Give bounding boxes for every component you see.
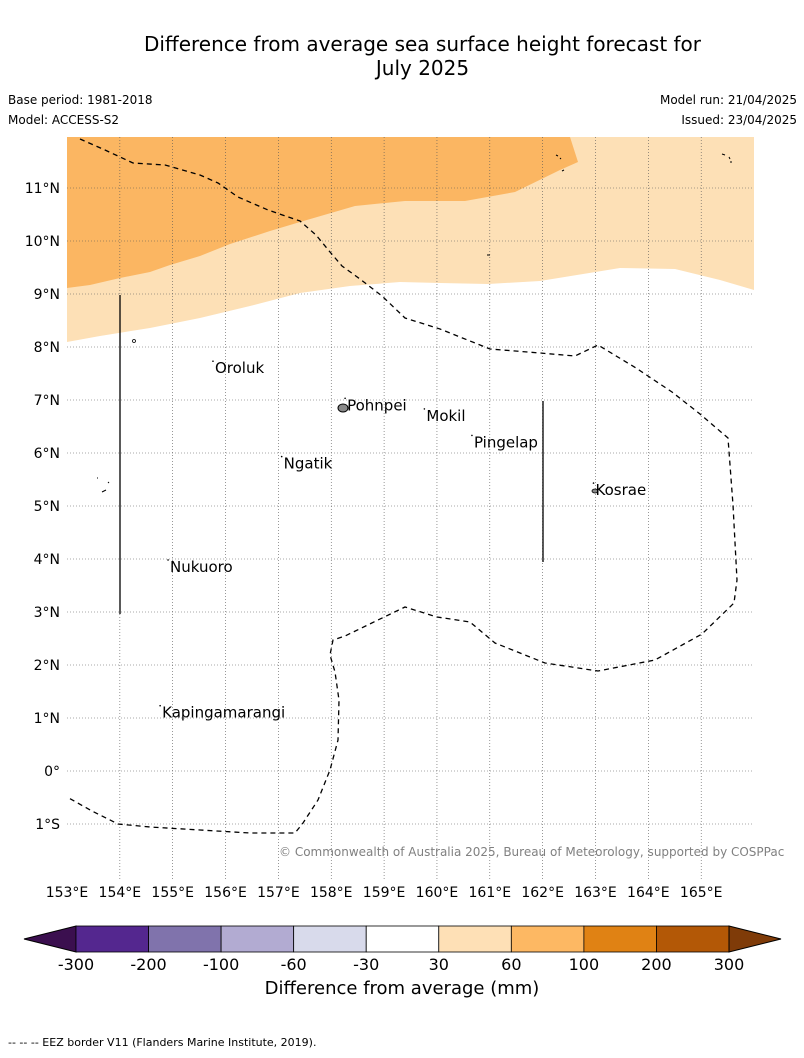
pohnpei-island [337,403,349,413]
place-label: Kapingamarangi [162,704,285,722]
colorbar-segment [583,925,657,953]
latitude-tick-label: 1°N [34,711,60,727]
eez-border [66,138,738,834]
atoll-marker [132,339,136,343]
place-marker [344,397,346,400]
colorbar-segment [220,925,295,953]
eez-footnote: -- -- -- EEZ border V11 (Flanders Marine… [8,1036,317,1049]
place-marker [423,408,426,410]
place-label: Nukuoro [170,558,233,576]
title-line-1: Difference from average sea surface heig… [143,32,702,56]
place-label: Pingelap [474,433,538,451]
longitude-tick-label: 153°E [46,885,89,901]
colorbar-segment [148,925,222,953]
colorbar-segment [510,925,585,953]
colorbar-tick-label: -200 [130,955,167,974]
map-area: Oroluk Pohnpei Mokil Pingelap Ngatik Kosrae Nu… [66,137,754,879]
latitude-axis: 1°S 0° 1°N 2°N 3°N 4°N 5°N 6°N 7°N 8°N 9°N 10°N 11°N [25,181,60,833]
latitude-tick-label: 2°N [34,658,60,674]
latitude-tick-label: 7°N [34,393,60,409]
longitude-tick-label: 158°E [310,885,353,901]
longitude-tick-label: 159°E [363,885,406,901]
connector-lines [119,295,544,614]
colorbar-extend-low [23,925,77,953]
latitude-tick-label: 5°N [34,499,60,515]
latitude-tick-label: 0° [44,764,60,780]
land-features [97,153,732,494]
atoll-marker [487,153,732,256]
place-label: Mokil [426,407,465,425]
longitude-tick-label: 157°E [257,885,300,901]
place-marker [167,559,169,561]
kosrae-island [591,488,599,494]
colorbar-segment [656,925,730,953]
longitude-tick-label: 154°E [99,885,142,901]
longitude-tick-label: 165°E [680,885,723,901]
longitude-axis: 153°E 154°E 155°E 156°E 157°E 158°E 159°E 160°E… [46,885,723,901]
grid-lines [67,137,754,879]
place-label: Kosrae [596,481,647,499]
colorbar-segment [75,925,149,953]
colorbar-tick-label: -30 [353,955,380,974]
place-marker [159,704,161,707]
colorbar [23,925,782,953]
issued-date: Issued: 23/04/2025 [681,113,797,127]
colorbar-tick-label: 300 [713,955,745,974]
longitude-tick-label: 156°E [204,885,247,901]
copyright-notice: © Commonwealth of Australia 2025, Bureau… [279,845,785,859]
place-labels: Oroluk Pohnpei Mokil Pingelap Ngatik Kosrae Nu… [159,359,646,722]
place-label: Oroluk [215,359,264,377]
longitude-tick-label: 162°E [521,885,564,901]
colorbar-extend-high [728,925,782,953]
place-marker [471,434,473,437]
longitude-tick-label: 160°E [416,885,459,901]
atoll-marker [97,477,110,493]
longitude-tick-label: 164°E [627,885,670,901]
latitude-tick-label: 3°N [34,605,60,621]
latitude-tick-label: 10°N [25,234,60,250]
place-marker [212,360,214,363]
longitude-tick-label: 163°E [574,885,617,901]
colorbar-tick-label: 100 [568,955,600,974]
colorbar-segment [438,925,512,953]
base-period: Base period: 1981-2018 [8,93,153,107]
place-label: Ngatik [284,455,333,473]
colorbar-tick-label: -100 [202,955,240,974]
anomaly-band-60-100 [67,137,578,288]
model-name: Model: ACCESS-S2 [8,113,120,127]
model-run: Model run: 21/04/2025 [659,93,797,107]
colorbar-tick-label: 60 [501,955,522,974]
title-line-2: July 2025 [375,56,470,80]
latitude-tick-label: 11°N [25,181,60,197]
colorbar-tick-label: 200 [641,955,672,974]
place-marker [280,455,283,458]
colorbar-tick-label: -60 [280,955,307,974]
longitude-tick-label: 161°E [469,885,512,901]
colorbar-segment [293,925,367,953]
place-marker [592,482,595,484]
latitude-tick-label: 6°N [34,446,60,462]
latitude-tick-label: 1°S [35,817,60,833]
latitude-tick-label: 8°N [34,340,60,356]
colorbar-tick-label: -300 [57,955,95,974]
colorbar-title: Difference from average (mm) [264,978,540,999]
latitude-tick-label: 9°N [34,287,60,303]
latitude-tick-label: 4°N [34,552,60,568]
colorbar-tick-label: 30 [428,955,449,974]
longitude-tick-label: 155°E [151,885,194,901]
chart-title: Difference from average sea surface heig… [0,32,804,80]
colorbar-segment [365,925,440,953]
place-label: Pohnpei [347,396,407,414]
